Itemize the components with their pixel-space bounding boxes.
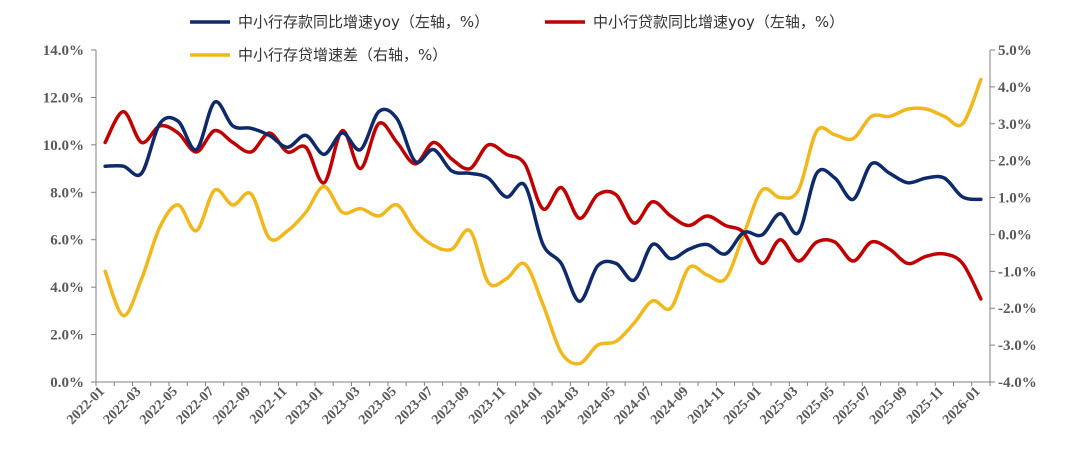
x-tick-label: 2022-11 [247, 384, 290, 427]
left-tick-label: 12.0% [43, 90, 84, 106]
right-tick-label: -4.0% [998, 375, 1037, 391]
right-tick-label: -3.0% [998, 338, 1037, 354]
x-tick-label: 2025-07 [831, 384, 875, 428]
legend-item-loan-yoy: 中小行贷款同比增速yoy（左轴，%） [545, 13, 844, 31]
x-tick-label: 2024-05 [575, 384, 619, 428]
x-tick-label: 2024-11 [685, 384, 728, 427]
x-tick-label: 2023-11 [466, 384, 509, 427]
series-line-loan-yoy [103, 109, 983, 301]
x-tick-label: 2025-01 [721, 384, 765, 428]
x-tick-label: 2025-09 [867, 384, 911, 428]
legend-label: 中小行存贷增速差（右轴，%） [238, 46, 447, 64]
x-tick-label: 2023-05 [356, 384, 400, 428]
right-tick-label: -1.0% [998, 264, 1037, 280]
right-tick-label: 4.0% [998, 80, 1032, 96]
x-tick-label: 2024-09 [648, 384, 692, 428]
right-tick-label: -2.0% [998, 301, 1037, 317]
legend-label: 中小行贷款同比增速yoy（左轴，%） [593, 13, 844, 31]
x-tick-label: 2023-03 [320, 384, 364, 428]
right-tick-label: 3.0% [998, 117, 1032, 133]
x-tick-label: 2025-11 [904, 384, 947, 427]
left-tick-label: 10.0% [43, 138, 84, 154]
left-tick-label: 8.0% [50, 185, 84, 201]
x-tick-label: 2023-09 [429, 384, 473, 428]
legend-item-deposit-yoy: 中小行存款同比增速yoy（左轴，%） [190, 13, 489, 31]
legend: 中小行存款同比增速yoy（左轴，%） 中小行贷款同比增速yoy（左轴，%） 中小行存… [190, 13, 844, 64]
left-tick-label: 4.0% [50, 280, 84, 296]
right-tick-label: 5.0% [998, 43, 1032, 59]
right-tick-label: 1.0% [998, 191, 1032, 207]
legend-label: 中小行存款同比增速yoy（左轴，%） [238, 13, 489, 31]
x-tick-label: 2022-05 [137, 384, 181, 428]
series-line-deposit-yoy [103, 100, 983, 304]
x-tick-label: 2024-01 [502, 384, 546, 428]
right-tick-label: 0.0% [998, 227, 1032, 243]
x-tick-label: 2024-07 [612, 384, 656, 428]
x-tick-label: 2023-07 [393, 384, 437, 428]
x-tick-label: 2022-09 [210, 384, 254, 428]
x-tick-label: 2024-03 [539, 384, 583, 428]
x-tick-label: 2022-03 [101, 384, 145, 428]
x-tick-label: 2022-07 [174, 384, 218, 428]
x-tick-label: 2025-05 [794, 384, 838, 428]
left-tick-label: 2.0% [50, 328, 84, 344]
legend-item-spread: 中小行存贷增速差（右轴，%） [190, 46, 447, 64]
left-tick-label: 14.0% [43, 43, 84, 59]
right-tick-label: 2.0% [998, 154, 1032, 170]
left-tick-label: 0.0% [50, 375, 84, 391]
x-tick-label: 2023-01 [283, 384, 327, 428]
series-line-spread [103, 77, 983, 366]
left-tick-label: 6.0% [50, 233, 84, 249]
x-tick-label: 2026-01 [940, 384, 984, 428]
series-layer [103, 77, 983, 366]
x-tick-label: 2025-03 [758, 384, 802, 428]
